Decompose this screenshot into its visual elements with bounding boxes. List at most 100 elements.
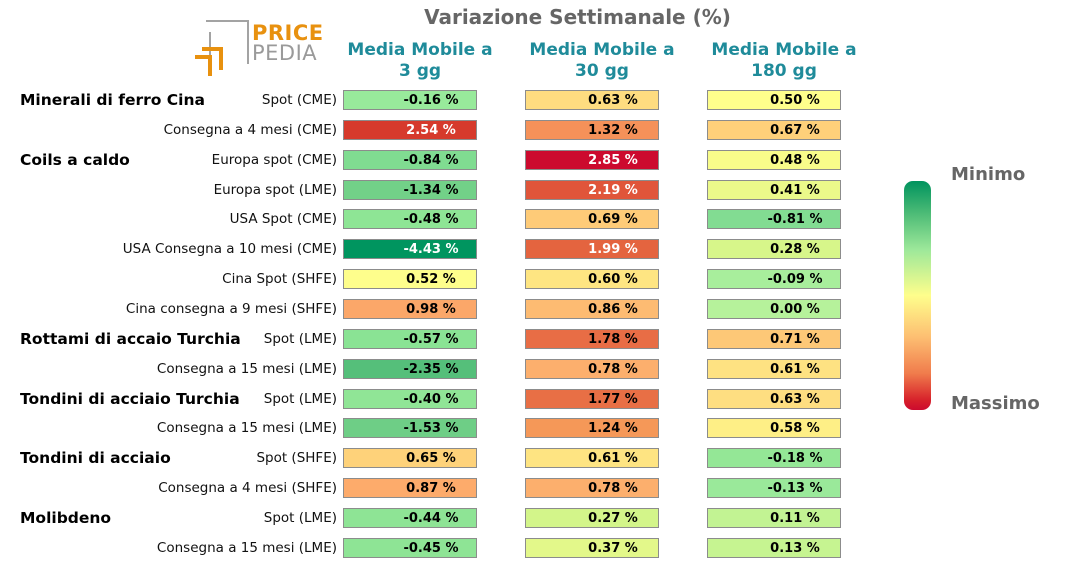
cell-value: 0.87 % — [406, 481, 456, 497]
heatmap-cell: 0.71 % — [707, 328, 841, 349]
cell-value: 0.63 % — [588, 93, 638, 108]
row-label: Spot (SHFE) — [256, 450, 337, 467]
heatmap-cell: 0.78 % — [525, 478, 659, 499]
heatmap-cell: -0.48 % — [343, 209, 477, 230]
logo-text-price: PRICE — [252, 21, 324, 45]
cell-value: -0.45 % — [403, 540, 459, 556]
cell-value: 0.78 % — [588, 481, 638, 497]
cell-value: 0.13 % — [770, 540, 820, 556]
heatmap-cell: 1.24 % — [525, 418, 659, 439]
heatmap-cell: -1.53 % — [343, 418, 477, 439]
colorbar-min-label: Minimo — [951, 164, 1026, 185]
heatmap-cell: 0.50 % — [707, 90, 841, 110]
cell-value: 0.63 % — [770, 391, 820, 407]
heatmap-cell: 0.98 % — [343, 298, 477, 319]
group-label: Rottami di accaio Turchia — [20, 329, 241, 348]
row-label: Consegna a 4 mesi (CME) — [163, 121, 337, 138]
heatmap-cell: -0.57 % — [343, 328, 477, 349]
row-label: Consegna a 15 mesi (LME) — [156, 420, 337, 437]
cell-value: 0.27 % — [588, 510, 638, 526]
heatmap-cell: 2.85 % — [525, 149, 659, 170]
column-header-30gg: Media Mobile a 30 gg — [529, 40, 675, 81]
row-label: Spot (LME) — [263, 390, 337, 407]
cell-value: 1.78 % — [588, 331, 638, 347]
heatmap-cell: 1.77 % — [525, 388, 659, 409]
cell-value: -0.16 % — [403, 93, 459, 108]
heatmap-cell: -0.09 % — [707, 269, 841, 290]
cell-value: 1.32 % — [588, 122, 638, 138]
cell-value: 0.65 % — [406, 451, 456, 467]
cell-value: 0.00 % — [770, 301, 820, 317]
group-label: Tondini di acciaio — [20, 449, 171, 468]
cell-value: 2.19 % — [588, 182, 638, 198]
cell-value: -0.48 % — [403, 212, 459, 228]
chart-title: Variazione Settimanale (%) — [424, 5, 731, 29]
heatmap-cell: 0.37 % — [525, 537, 659, 558]
heatmap-cell: 0.48 % — [707, 149, 841, 170]
cell-value: -0.13 % — [767, 481, 823, 497]
heatmap-cell: 1.78 % — [525, 328, 659, 349]
cell-value: 0.61 % — [770, 361, 820, 377]
cell-value: 0.48 % — [770, 152, 820, 168]
cell-value: 0.98 % — [406, 301, 456, 317]
heatmap-cell: 0.63 % — [525, 90, 659, 110]
cell-value: 1.24 % — [588, 421, 638, 437]
cell-value: 0.52 % — [406, 272, 456, 288]
heatmap-cell: 0.27 % — [525, 507, 659, 528]
heatmap-cell: -0.13 % — [707, 478, 841, 499]
heatmap-cell: 0.00 % — [707, 298, 841, 319]
group-label: Coils a caldo — [20, 150, 130, 169]
heatmap-cell: 0.78 % — [525, 358, 659, 379]
group-label: Minerali di ferro Cina — [20, 91, 205, 109]
logo-text-pedia: PEDIA — [252, 41, 318, 65]
cell-value: -0.40 % — [403, 391, 459, 407]
row-label: Spot (LME) — [263, 509, 337, 526]
row-label: Europa spot (CME) — [211, 151, 337, 168]
heatmap-cell: 0.63 % — [707, 388, 841, 409]
heatmap-cell: 0.41 % — [707, 179, 841, 200]
heatmap-cell: 0.67 % — [707, 119, 841, 140]
heatmap-cell: 2.19 % — [525, 179, 659, 200]
heatmap-cell: -0.18 % — [707, 448, 841, 469]
heatmap-cell: -0.45 % — [343, 537, 477, 558]
heatmap-cell: -0.84 % — [343, 149, 477, 170]
heatmap-cell: 0.60 % — [525, 269, 659, 290]
heatmap-cell: 0.87 % — [343, 478, 477, 499]
cell-value: -0.57 % — [403, 331, 459, 347]
heatmap-cell: 0.28 % — [707, 239, 841, 260]
row-label: Europa spot (LME) — [213, 181, 337, 198]
heatmap-cell: -1.34 % — [343, 179, 477, 200]
cell-value: -2.35 % — [403, 361, 459, 377]
cell-value: 0.67 % — [770, 122, 820, 138]
heatmap-cell: 1.99 % — [525, 239, 659, 260]
row-label: Cina consegna a 9 mesi (SHFE) — [125, 300, 337, 317]
heatmap-cell: 0.13 % — [707, 537, 841, 558]
cell-value: 0.58 % — [770, 421, 820, 437]
cell-value: -0.18 % — [767, 451, 823, 467]
heatmap-cell: -0.81 % — [707, 209, 841, 230]
cell-value: 0.86 % — [588, 301, 638, 317]
heatmap-cell: -0.40 % — [343, 388, 477, 409]
cell-value: -4.43 % — [403, 242, 459, 258]
cell-value: -0.84 % — [403, 152, 459, 168]
cell-value: 0.37 % — [588, 540, 638, 556]
row-label: Cina Spot (SHFE) — [222, 271, 337, 288]
cell-value: 0.71 % — [770, 331, 820, 347]
cell-value: 1.77 % — [588, 391, 638, 407]
heatmap-cell: 0.61 % — [525, 448, 659, 469]
row-label: Consegna a 15 mesi (LME) — [156, 539, 337, 556]
cell-value: 0.78 % — [588, 361, 638, 377]
heatmap-cell: 0.58 % — [707, 418, 841, 439]
cell-value: 0.60 % — [588, 272, 638, 288]
row-label: Consegna a 4 mesi (SHFE) — [158, 480, 337, 497]
group-label: Molibdeno — [20, 508, 112, 527]
colorbar-max-label: Massimo — [951, 393, 1040, 414]
column-header-180gg: Media Mobile a 180 gg — [711, 40, 857, 81]
heatmap-cell: 2.54 % — [343, 119, 477, 140]
row-label: Spot (LME) — [263, 330, 337, 347]
heatmap-cell: -0.16 % — [343, 90, 477, 110]
heatmap-cell: -4.43 % — [343, 239, 477, 260]
cell-value: -1.34 % — [403, 182, 459, 198]
heatmap-cell: 0.86 % — [525, 298, 659, 319]
group-label: Tondini di acciaio Turchia — [20, 389, 240, 408]
